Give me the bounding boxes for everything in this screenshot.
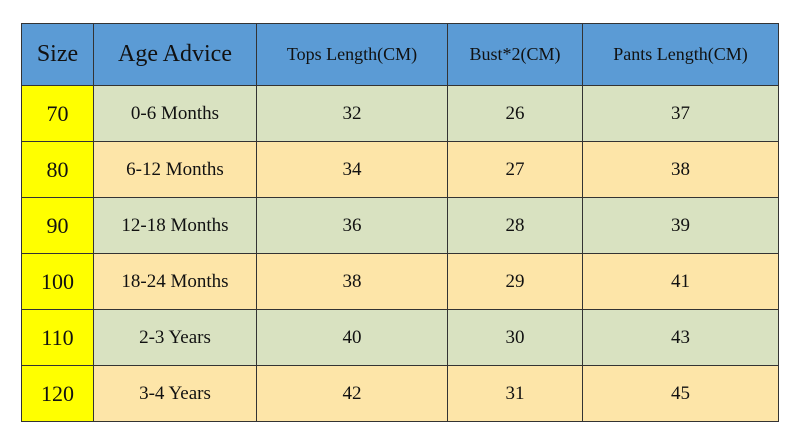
pants-length-cell: 41: [582, 253, 779, 310]
pants-length-cell: 43: [582, 309, 779, 366]
pants-length-cell: 45: [582, 365, 779, 422]
bust-cell: 31: [447, 365, 583, 422]
age-cell: 3-4 Years: [93, 365, 257, 422]
bust-cell: 26: [447, 85, 583, 142]
size-cell: 110: [21, 309, 94, 366]
table-row: 90 12-18 Months 36 28 39: [21, 197, 779, 254]
pants-length-cell: 38: [582, 141, 779, 198]
table-row: 120 3-4 Years 42 31 45: [21, 365, 779, 422]
table-row: 80 6-12 Months 34 27 38: [21, 141, 779, 198]
tops-length-cell: 38: [256, 253, 448, 310]
size-chart-table: Size Age Advice Tops Length(CM) Bust*2(C…: [21, 23, 779, 422]
age-cell: 2-3 Years: [93, 309, 257, 366]
size-cell: 80: [21, 141, 94, 198]
header-row: Size Age Advice Tops Length(CM) Bust*2(C…: [21, 23, 779, 86]
table-row: 70 0-6 Months 32 26 37: [21, 85, 779, 142]
table-row: 110 2-3 Years 40 30 43: [21, 309, 779, 366]
tops-length-cell: 36: [256, 197, 448, 254]
age-cell: 6-12 Months: [93, 141, 257, 198]
age-cell: 18-24 Months: [93, 253, 257, 310]
table-header: Size Age Advice Tops Length(CM) Bust*2(C…: [21, 23, 779, 86]
tops-length-cell: 32: [256, 85, 448, 142]
header-bust: Bust*2(CM): [447, 23, 583, 86]
size-cell: 100: [21, 253, 94, 310]
age-cell: 0-6 Months: [93, 85, 257, 142]
tops-length-cell: 40: [256, 309, 448, 366]
pants-length-cell: 37: [582, 85, 779, 142]
bust-cell: 29: [447, 253, 583, 310]
tops-length-cell: 34: [256, 141, 448, 198]
bust-cell: 30: [447, 309, 583, 366]
table-row: 100 18-24 Months 38 29 41: [21, 253, 779, 310]
age-cell: 12-18 Months: [93, 197, 257, 254]
bust-cell: 28: [447, 197, 583, 254]
header-size: Size: [21, 23, 94, 86]
size-cell: 120: [21, 365, 94, 422]
header-tops-length: Tops Length(CM): [256, 23, 448, 86]
tops-length-cell: 42: [256, 365, 448, 422]
bust-cell: 27: [447, 141, 583, 198]
pants-length-cell: 39: [582, 197, 779, 254]
table-body: 70 0-6 Months 32 26 37 80 6-12 Months 34…: [21, 85, 779, 422]
size-cell: 90: [21, 197, 94, 254]
size-cell: 70: [21, 85, 94, 142]
header-pants-length: Pants Length(CM): [582, 23, 779, 86]
header-age-advice: Age Advice: [93, 23, 257, 86]
